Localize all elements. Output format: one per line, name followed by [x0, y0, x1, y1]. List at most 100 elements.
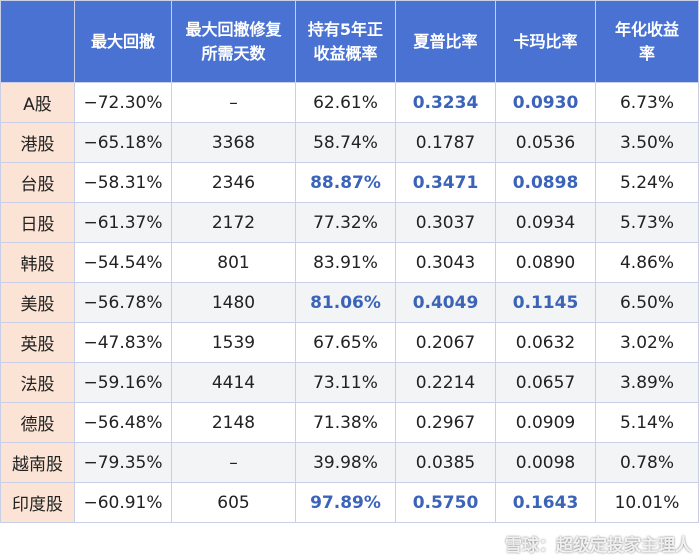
header-corner — [0, 0, 75, 83]
table-row: 印度股 −60.91% 605 97.89% 0.5750 0.1643 10.01% — [0, 482, 699, 523]
table-row: A股 −72.30% –62.61% 0.3234 0.0930 6.73% — [0, 82, 699, 123]
cell-annual-return: 6.73% — [595, 82, 699, 123]
cell-5yr-positive-prob: 73.11% — [295, 362, 396, 403]
market-comparison-table: 最大回撤 最大回撤修复 所需天数 持有5年正 收益概率 夏普比率 卡玛比率 年化… — [0, 0, 699, 523]
row-market-name: 美股 — [0, 282, 75, 323]
cell-annual-return: 5.73% — [595, 202, 699, 243]
cell-5yr-positive-prob: 81.06% — [295, 282, 396, 323]
cell-5yr-positive-prob: 83.91% — [295, 242, 396, 283]
cell-max-drawdown: −65.18% — [74, 122, 172, 163]
snowball-logo-icon — [484, 536, 502, 554]
cell-calmar-ratio: 0.0909 — [495, 402, 596, 443]
table-row: 韩股 −54.54% 801 83.91% 0.3043 0.0890 4.86% — [0, 242, 699, 283]
cell-max-drawdown: −72.30% — [74, 82, 172, 123]
cell-annual-return: 3.02% — [595, 322, 699, 363]
cell-recovery-days: 2346 — [171, 162, 296, 203]
row-market-name: 印度股 — [0, 482, 75, 523]
cell-sharpe-ratio: 0.3037 — [395, 202, 496, 243]
watermark-text: 雪球：超级定投家主理人 — [505, 536, 692, 556]
cell-recovery-days: 2148 — [171, 402, 296, 443]
cell-sharpe-ratio: 0.5750 — [395, 482, 496, 523]
cell-recovery-days: – — [171, 442, 296, 483]
row-market-name: 越南股 — [0, 442, 75, 483]
table-row: 台股 −58.31% 2346 88.87% 0.3471 0.0898 5.24% — [0, 162, 699, 203]
cell-calmar-ratio: 0.0934 — [495, 202, 596, 243]
row-market-name: 德股 — [0, 402, 75, 443]
cell-max-drawdown: −54.54% — [74, 242, 172, 283]
cell-calmar-ratio: 0.0890 — [495, 242, 596, 283]
cell-sharpe-ratio: 0.3234 — [395, 82, 496, 123]
table-row: 港股 −65.18% 3368 58.74% 0.1787 0.0536 3.50% — [0, 122, 699, 163]
cell-recovery-days: 605 — [171, 482, 296, 523]
header-sharpe-ratio: 夏普比率 — [395, 0, 496, 83]
cell-calmar-ratio: 0.0536 — [495, 122, 596, 163]
header-calmar-ratio: 卡玛比率 — [495, 0, 596, 83]
row-market-name: 韩股 — [0, 242, 75, 283]
cell-annual-return: 0.78% — [595, 442, 699, 483]
cell-recovery-days: 1480 — [171, 282, 296, 323]
header-row: 最大回撤 最大回撤修复 所需天数 持有5年正 收益概率 夏普比率 卡玛比率 年化… — [0, 0, 699, 83]
cell-calmar-ratio: 0.1643 — [495, 482, 596, 523]
cell-calmar-ratio: 0.0930 — [495, 82, 596, 123]
cell-recovery-days: 2172 — [171, 202, 296, 243]
cell-sharpe-ratio: 0.2214 — [395, 362, 496, 403]
cell-max-drawdown: −58.31% — [74, 162, 172, 203]
cell-calmar-ratio: 0.0098 — [495, 442, 596, 483]
table-row: 美股 −56.78% 1480 81.06% 0.4049 0.1145 6.50% — [0, 282, 699, 323]
cell-max-drawdown: −59.16% — [74, 362, 172, 403]
header-max-drawdown: 最大回撤 — [74, 0, 172, 83]
cell-recovery-days: 801 — [171, 242, 296, 283]
cell-calmar-ratio: 0.0898 — [495, 162, 596, 203]
header-annual-return: 年化收益 率 — [595, 0, 699, 83]
header-5yr-positive-prob: 持有5年正 收益概率 — [295, 0, 396, 83]
cell-5yr-positive-prob: 62.61% — [295, 82, 396, 123]
cell-max-drawdown: −79.35% — [74, 442, 172, 483]
cell-annual-return: 5.24% — [595, 162, 699, 203]
cell-max-drawdown: −56.48% — [74, 402, 172, 443]
cell-sharpe-ratio: 0.3043 — [395, 242, 496, 283]
cell-5yr-positive-prob: 88.87% — [295, 162, 396, 203]
row-market-name: 法股 — [0, 362, 75, 403]
cell-sharpe-ratio: 0.2067 — [395, 322, 496, 363]
cell-annual-return: 6.50% — [595, 282, 699, 323]
row-market-name: 港股 — [0, 122, 75, 163]
cell-5yr-positive-prob: 67.65% — [295, 322, 396, 363]
cell-annual-return: 10.01% — [595, 482, 699, 523]
cell-recovery-days: – — [171, 82, 296, 123]
table-row: 英股 −47.83% 1539 67.65% 0.2067 0.0632 3.02% — [0, 322, 699, 363]
cell-5yr-positive-prob: 58.74% — [295, 122, 396, 163]
cell-max-drawdown: −61.37% — [74, 202, 172, 243]
table-row: 越南股 −79.35% –39.98% 0.0385 0.0098 0.78% — [0, 442, 699, 483]
cell-5yr-positive-prob: 77.32% — [295, 202, 396, 243]
row-market-name: 日股 — [0, 202, 75, 243]
cell-recovery-days: 4414 — [171, 362, 296, 403]
table-row: 法股 −59.16% 4414 73.11% 0.2214 0.0657 3.89% — [0, 362, 699, 403]
row-market-name: 英股 — [0, 322, 75, 363]
cell-annual-return: 3.50% — [595, 122, 699, 163]
cell-recovery-days: 1539 — [171, 322, 296, 363]
cell-sharpe-ratio: 0.3471 — [395, 162, 496, 203]
header-recovery-days: 最大回撤修复 所需天数 — [171, 0, 296, 83]
table-row: 日股 −61.37% 2172 77.32% 0.3037 0.0934 5.73% — [0, 202, 699, 243]
cell-sharpe-ratio: 0.4049 — [395, 282, 496, 323]
row-market-name: 台股 — [0, 162, 75, 203]
cell-5yr-positive-prob: 71.38% — [295, 402, 396, 443]
cell-annual-return: 4.86% — [595, 242, 699, 283]
table-body: A股 −72.30% –62.61% 0.3234 0.0930 6.73% 港股 −65.1… — [0, 82, 699, 523]
cell-annual-return: 5.14% — [595, 402, 699, 443]
cell-calmar-ratio: 0.1145 — [495, 282, 596, 323]
cell-max-drawdown: −47.83% — [74, 322, 172, 363]
cell-5yr-positive-prob: 39.98% — [295, 442, 396, 483]
row-market-name: A股 — [0, 82, 75, 123]
cell-sharpe-ratio: 0.2967 — [395, 402, 496, 443]
table-row: 德股 −56.48% 2148 71.38% 0.2967 0.0909 5.14% — [0, 402, 699, 443]
cell-annual-return: 3.89% — [595, 362, 699, 403]
cell-recovery-days: 3368 — [171, 122, 296, 163]
cell-calmar-ratio: 0.0657 — [495, 362, 596, 403]
cell-sharpe-ratio: 0.1787 — [395, 122, 496, 163]
cell-calmar-ratio: 0.0632 — [495, 322, 596, 363]
cell-max-drawdown: −60.91% — [74, 482, 172, 523]
cell-5yr-positive-prob: 97.89% — [295, 482, 396, 523]
cell-sharpe-ratio: 0.0385 — [395, 442, 496, 483]
watermark: 雪球：超级定投家主理人 — [484, 531, 692, 556]
